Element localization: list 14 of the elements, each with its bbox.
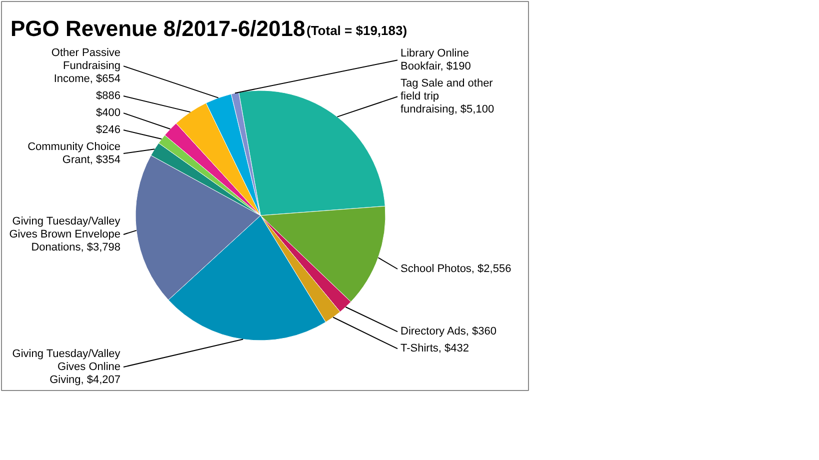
- data-label: $886: [96, 90, 121, 102]
- data-label: $246: [96, 124, 121, 136]
- slice-label: Tag Sale and other field trip fundraising, $5,100: [400, 78, 494, 116]
- slice-label: School Photos, $2,556: [400, 262, 512, 275]
- slice-label: Giving Tuesday/Valley Gives Brown Envelope Donations, $3,798: [9, 215, 121, 254]
- chart-subtitle: (Total = $19,183): [306, 23, 408, 38]
- data-label: $400: [96, 107, 121, 120]
- chart-title: PGO Revenue 8/2017-6/2018: [10, 16, 306, 41]
- slice-label: T-Shirts, $432: [400, 342, 469, 355]
- slice-label: Library Online Bookfair, $190: [400, 48, 471, 73]
- slice-label: Directory Ads, $360: [400, 326, 496, 338]
- slice-label: Community Choice Grant, $354: [28, 141, 120, 166]
- slice-label: Other Passive Fundraising Income, $654: [51, 47, 121, 86]
- slice-label: Giving Tuesday/Valley Gives Online Giving, $4,207: [12, 348, 121, 386]
